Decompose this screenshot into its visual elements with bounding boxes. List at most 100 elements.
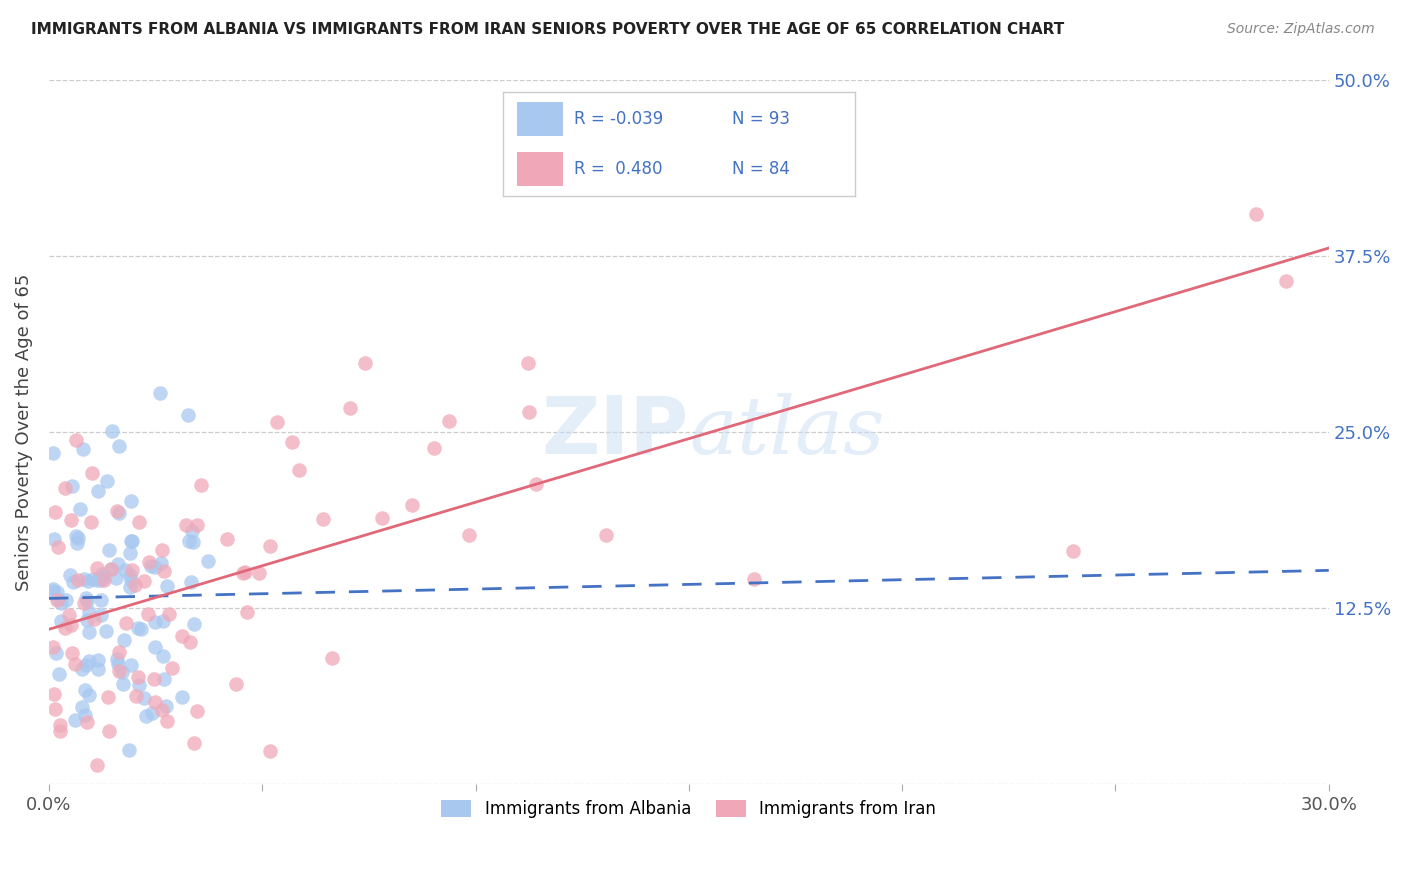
Point	[70, 662, 93, 676]
Text: ZIP: ZIP	[541, 392, 689, 471]
Point	[107, 657, 129, 672]
Point	[121, 533, 143, 548]
Point	[259, 539, 281, 553]
Point	[742, 572, 765, 586]
Point	[150, 703, 173, 717]
Point	[180, 524, 202, 538]
Text: atlas: atlas	[689, 393, 884, 471]
Point	[93, 570, 115, 584]
Point	[287, 462, 309, 476]
Point	[128, 516, 150, 530]
Point	[86, 758, 108, 772]
Point	[517, 356, 540, 370]
Point	[82, 573, 104, 587]
Point	[160, 661, 183, 675]
Point	[127, 670, 149, 684]
Point	[127, 621, 149, 635]
Point	[105, 571, 128, 585]
Point	[121, 533, 143, 548]
Point	[197, 554, 219, 568]
Point	[76, 613, 98, 627]
Point	[172, 690, 194, 704]
Point	[86, 574, 108, 588]
Point	[281, 434, 304, 449]
Point	[49, 597, 72, 611]
Point	[105, 504, 128, 518]
Point	[65, 713, 87, 727]
Point	[190, 478, 212, 492]
Point	[143, 640, 166, 654]
Point	[183, 616, 205, 631]
Point	[93, 573, 115, 587]
Point	[114, 616, 136, 631]
Point	[62, 575, 84, 590]
Point	[60, 479, 83, 493]
Point	[59, 568, 82, 582]
Point	[94, 624, 117, 638]
Point	[186, 704, 208, 718]
Point	[142, 672, 165, 686]
Point	[153, 672, 176, 686]
Point	[75, 591, 97, 606]
Point	[42, 446, 65, 460]
Point	[90, 592, 112, 607]
Point	[118, 743, 141, 757]
Point	[42, 640, 65, 655]
Point	[87, 484, 110, 499]
Point	[120, 493, 142, 508]
Point	[141, 706, 163, 720]
Point	[46, 584, 69, 599]
Point	[75, 707, 97, 722]
Point	[73, 595, 96, 609]
Point	[46, 540, 69, 554]
Point	[77, 605, 100, 619]
Point	[150, 543, 173, 558]
Point	[121, 658, 143, 673]
Point	[77, 655, 100, 669]
Point	[53, 482, 76, 496]
Point	[49, 718, 72, 732]
Point	[437, 414, 460, 428]
Point	[143, 695, 166, 709]
Point	[45, 592, 67, 607]
Point	[42, 582, 65, 597]
Point	[143, 615, 166, 630]
Point	[186, 517, 208, 532]
Point	[76, 593, 98, 607]
Point	[86, 662, 108, 676]
Point	[98, 542, 121, 557]
Point	[121, 563, 143, 577]
Point	[156, 579, 179, 593]
Point	[1244, 207, 1267, 221]
Point	[90, 566, 112, 581]
Point	[63, 657, 86, 672]
Point	[124, 578, 146, 592]
Point	[83, 612, 105, 626]
Point	[458, 528, 481, 542]
Point	[60, 646, 83, 660]
Point	[112, 676, 135, 690]
Point	[132, 574, 155, 589]
Point	[108, 439, 131, 453]
Point	[42, 532, 65, 546]
Point	[107, 506, 129, 520]
Point	[108, 645, 131, 659]
Point	[58, 608, 80, 623]
Point	[73, 572, 96, 586]
Point	[149, 556, 172, 570]
Point	[55, 593, 77, 607]
Point	[44, 505, 66, 519]
Point	[138, 555, 160, 569]
Point	[45, 646, 67, 660]
Point	[155, 698, 177, 713]
Point	[42, 687, 65, 701]
Point	[225, 677, 247, 691]
Point	[86, 653, 108, 667]
Point	[107, 557, 129, 571]
Point	[143, 559, 166, 574]
Point	[129, 622, 152, 636]
Point	[139, 559, 162, 574]
Point	[65, 529, 87, 543]
Point	[77, 624, 100, 639]
Point	[100, 562, 122, 576]
